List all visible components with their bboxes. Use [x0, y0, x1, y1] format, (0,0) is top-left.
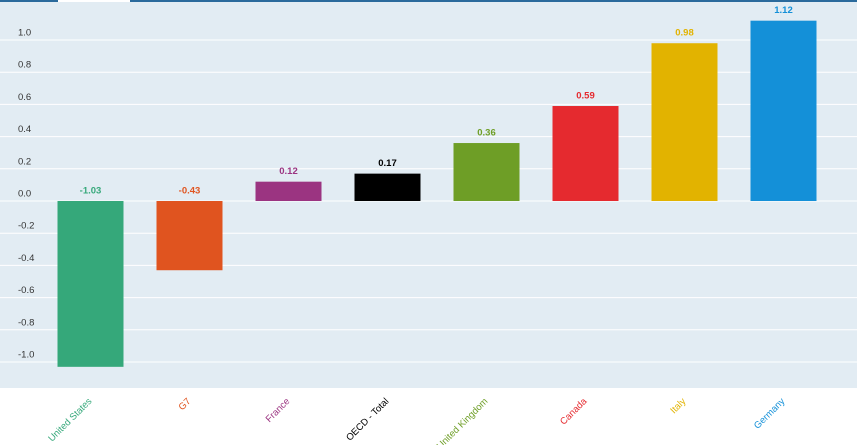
- y-tick-label: 1.0: [18, 28, 31, 39]
- value-label: 0.98: [675, 28, 694, 39]
- x-tick-label: United Kingdom: [435, 396, 491, 445]
- y-tick-label: 0.2: [18, 156, 31, 167]
- x-tick-label: Germany: [752, 396, 788, 432]
- y-tick-label: -0.2: [18, 221, 34, 232]
- bar: [156, 201, 223, 271]
- x-tick-label: Italy: [668, 396, 688, 416]
- value-label: 0.36: [477, 128, 496, 139]
- y-tick-label: -0.8: [18, 317, 34, 328]
- y-tick-label: -1.0: [18, 350, 34, 361]
- bar: [354, 173, 421, 201]
- value-label: 0.17: [378, 158, 397, 169]
- y-tick-label: 0.4: [18, 124, 31, 135]
- bar: [57, 201, 124, 367]
- value-label: 0.12: [279, 166, 298, 177]
- y-tick-label: 0.8: [18, 60, 31, 71]
- bar: [453, 143, 520, 201]
- top-border: [0, 0, 857, 2]
- value-label: 0.59: [576, 91, 595, 102]
- value-label: 1.12: [774, 5, 793, 16]
- tab[interactable]: [58, 0, 130, 2]
- y-tick-label: 0.6: [18, 92, 31, 103]
- x-tick-label: United States: [46, 396, 94, 444]
- y-tick-label: 0.0: [18, 189, 31, 200]
- value-label: -1.03: [80, 186, 102, 197]
- bar: [552, 106, 619, 201]
- x-tick-label: G7: [177, 396, 194, 413]
- x-tick-label: OECD - Total: [344, 396, 391, 443]
- x-tick-label: Canada: [558, 396, 590, 428]
- x-tick-label: France: [264, 396, 293, 425]
- y-tick-label: -0.4: [18, 253, 34, 264]
- bar: [651, 43, 718, 201]
- bar: [255, 181, 322, 201]
- y-tick-label: -0.6: [18, 285, 34, 296]
- value-label: -0.43: [179, 186, 201, 197]
- bar: [750, 20, 817, 202]
